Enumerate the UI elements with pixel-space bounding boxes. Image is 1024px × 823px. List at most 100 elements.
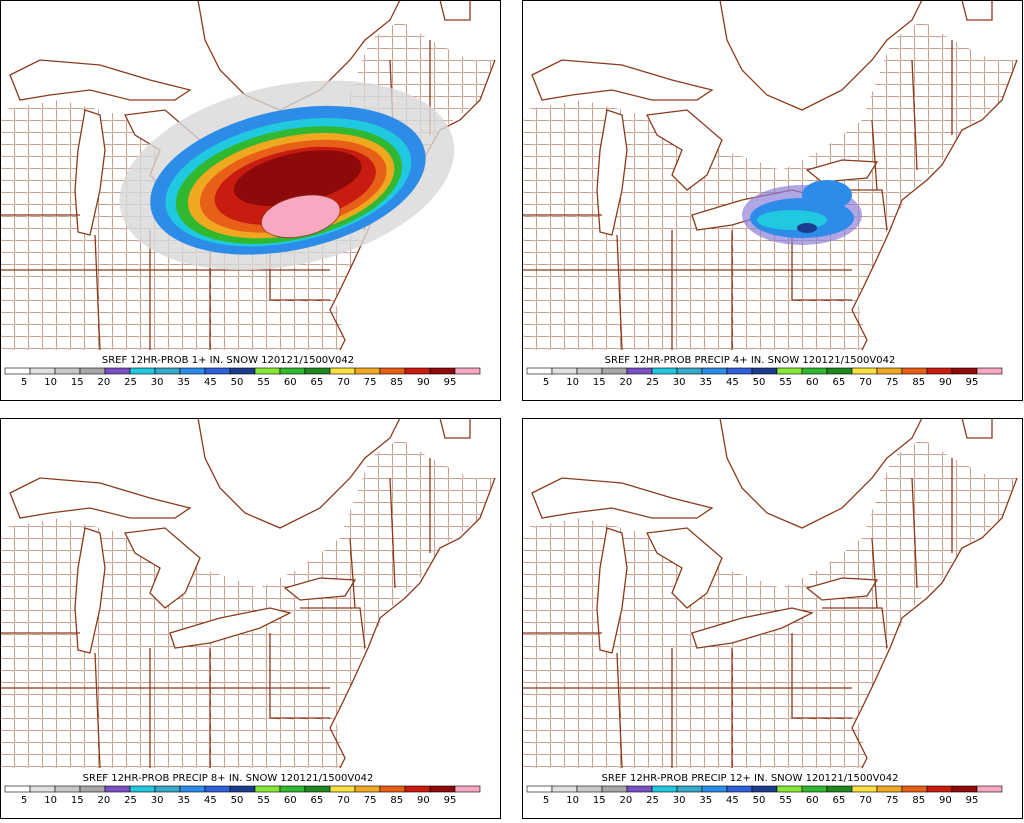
legend-label: 25 <box>646 795 659 806</box>
legend-label: 45 <box>204 795 217 806</box>
legend-swatch <box>179 367 206 375</box>
legend-swatch <box>976 367 1003 375</box>
legend-swatch <box>204 367 231 375</box>
legend-label: 30 <box>673 377 686 388</box>
legend-swatch <box>701 785 728 793</box>
legend-label: 50 <box>753 377 766 388</box>
legend-label: 75 <box>886 795 899 806</box>
legend-label: 15 <box>71 377 84 388</box>
snow-probability-field <box>119 80 455 271</box>
legend-label: 60 <box>806 795 819 806</box>
legend-label: 70 <box>337 377 350 388</box>
legend-swatch <box>776 367 803 375</box>
legend-swatch <box>154 785 181 793</box>
legend-label: 75 <box>364 795 377 806</box>
legend-label: 45 <box>204 377 217 388</box>
legend-swatch <box>551 785 578 793</box>
legend-label: 75 <box>886 377 899 388</box>
legend-label: 75 <box>364 377 377 388</box>
legend-label: 5 <box>21 795 27 806</box>
legend-swatch <box>4 785 31 793</box>
legend-label: 95 <box>444 377 457 388</box>
legend-swatch <box>229 785 256 793</box>
legend-label: 45 <box>726 795 739 806</box>
legend-label: 30 <box>673 795 686 806</box>
legend-label: 10 <box>44 795 57 806</box>
legend-swatch <box>576 785 603 793</box>
legend-swatch <box>926 367 953 375</box>
legend-swatch <box>54 367 81 375</box>
legend-swatch <box>726 785 753 793</box>
legend-label: 70 <box>337 795 350 806</box>
legend-label: 35 <box>699 377 712 388</box>
legend-label: 95 <box>966 377 979 388</box>
legend-swatch <box>626 367 653 375</box>
legend-swatch <box>751 367 778 375</box>
legend-label: 15 <box>593 377 606 388</box>
legend-swatch <box>354 785 381 793</box>
legend-label: 90 <box>417 795 430 806</box>
legend-label: 55 <box>779 377 792 388</box>
panel-title: SREF 12HR-PROB 1+ IN. SNOW 120121/1500V0… <box>102 355 354 366</box>
legend-swatch <box>104 367 131 375</box>
legend-swatch <box>4 367 31 375</box>
legend-swatch <box>29 367 56 375</box>
title-bg <box>592 772 912 784</box>
legend-swatch <box>379 785 406 793</box>
panel-title: SREF 12HR-PROB PRECIP 8+ IN. SNOW 120121… <box>83 773 374 784</box>
legend-label: 65 <box>833 795 846 806</box>
legend-label: 60 <box>284 795 297 806</box>
legend-swatch <box>826 785 853 793</box>
panel-title: SREF 12HR-PROB PRECIP 12+ IN. SNOW 12012… <box>601 773 898 784</box>
legend-label: 20 <box>98 377 111 388</box>
legend-swatch <box>329 367 356 375</box>
legend-swatch <box>576 367 603 375</box>
legend-swatch <box>229 367 256 375</box>
legend-swatch <box>901 785 928 793</box>
legend-swatch <box>404 785 431 793</box>
legend-swatch <box>379 367 406 375</box>
legend-swatch <box>79 367 106 375</box>
legend-swatch <box>651 367 678 375</box>
legend-swatch <box>429 367 456 375</box>
legend-swatch <box>129 367 156 375</box>
legend-label: 95 <box>444 795 457 806</box>
legend-label: 25 <box>124 795 137 806</box>
legend-swatch <box>776 785 803 793</box>
legend-swatch <box>701 367 728 375</box>
legend-label: 90 <box>939 377 952 388</box>
legend-label: 85 <box>390 377 403 388</box>
legend-swatch <box>254 785 281 793</box>
legend-label: 45 <box>726 377 739 388</box>
legend-swatch <box>551 367 578 375</box>
legend-swatch <box>801 785 828 793</box>
legend-label: 20 <box>620 377 633 388</box>
legend-label: 10 <box>566 377 579 388</box>
legend-swatch <box>851 785 878 793</box>
legend-swatch <box>876 367 903 375</box>
legend-swatch <box>279 367 306 375</box>
legend-label: 65 <box>833 377 846 388</box>
legend-label: 65 <box>311 795 324 806</box>
panel: SREF 12HR-PROB PRECIP 8+ IN. SNOW 120121… <box>0 417 502 820</box>
legend-swatch <box>876 785 903 793</box>
legend-label: 10 <box>44 377 57 388</box>
panel: SREF 12HR-PROB 1+ IN. SNOW 120121/1500V0… <box>0 0 502 402</box>
legend-label: 65 <box>311 377 324 388</box>
legend-swatch <box>304 785 331 793</box>
legend-label: 15 <box>593 795 606 806</box>
legend-swatch <box>179 785 206 793</box>
panel: SREF 12HR-PROB PRECIP 4+ IN. SNOW 120121… <box>521 0 1024 402</box>
legend-label: 5 <box>543 795 549 806</box>
legend-label: 55 <box>257 795 270 806</box>
legend-swatch <box>304 367 331 375</box>
legend-swatch <box>626 785 653 793</box>
legend-swatch <box>429 785 456 793</box>
legend-label: 70 <box>859 795 872 806</box>
legend-swatch <box>751 785 778 793</box>
legend-label: 55 <box>779 795 792 806</box>
legend-swatch <box>204 785 231 793</box>
legend-swatch <box>726 367 753 375</box>
